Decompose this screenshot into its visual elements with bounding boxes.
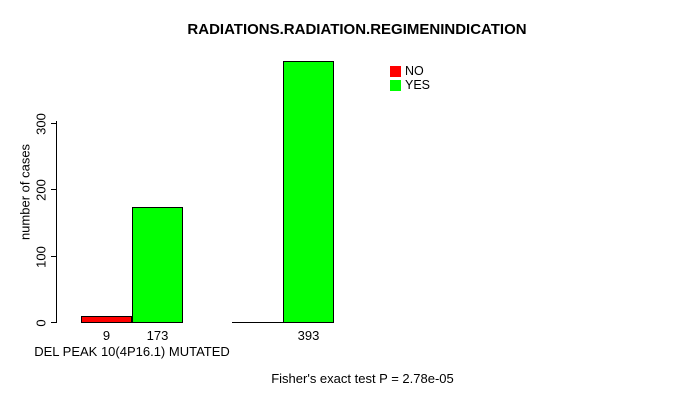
- bar-value-label: 173: [146, 328, 169, 343]
- bar-no-group1: [81, 316, 132, 323]
- y-tick-label: 300: [33, 112, 49, 135]
- legend-swatch-no: [390, 65, 401, 77]
- bar-value-label: 393: [297, 328, 320, 343]
- y-tick-mark: [51, 189, 57, 190]
- legend-swatch-yes: [390, 79, 401, 91]
- y-tick-label: 200: [33, 178, 49, 201]
- group-label: DEL PEAK 10(4P16.1) MUTATED: [34, 344, 230, 359]
- legend-row-no: NO: [390, 64, 430, 78]
- legend-row-yes: YES: [390, 78, 430, 92]
- legend-label: YES: [405, 78, 431, 92]
- caption-fishers-test: Fisher's exact test P = 2.78e-05: [271, 371, 454, 386]
- y-tick-mark: [51, 123, 57, 124]
- legend-label: NO: [405, 64, 424, 78]
- y-axis-line: [56, 121, 57, 323]
- chart-title: RADIATIONS.RADIATION.REGIMENINDICATION: [187, 21, 527, 38]
- y-tick-label: 0: [33, 318, 49, 327]
- y-tick-label: 100: [33, 245, 49, 268]
- bar-yes-group2: [283, 61, 334, 323]
- bar-no-group2: [232, 322, 283, 323]
- bar-yes-group1: [132, 207, 183, 323]
- y-tick-mark: [51, 322, 57, 323]
- bar-value-label: 9: [102, 328, 111, 343]
- y-tick-mark: [51, 256, 57, 257]
- legend: NO YES: [390, 64, 430, 92]
- y-axis-title: number of cases: [17, 143, 33, 241]
